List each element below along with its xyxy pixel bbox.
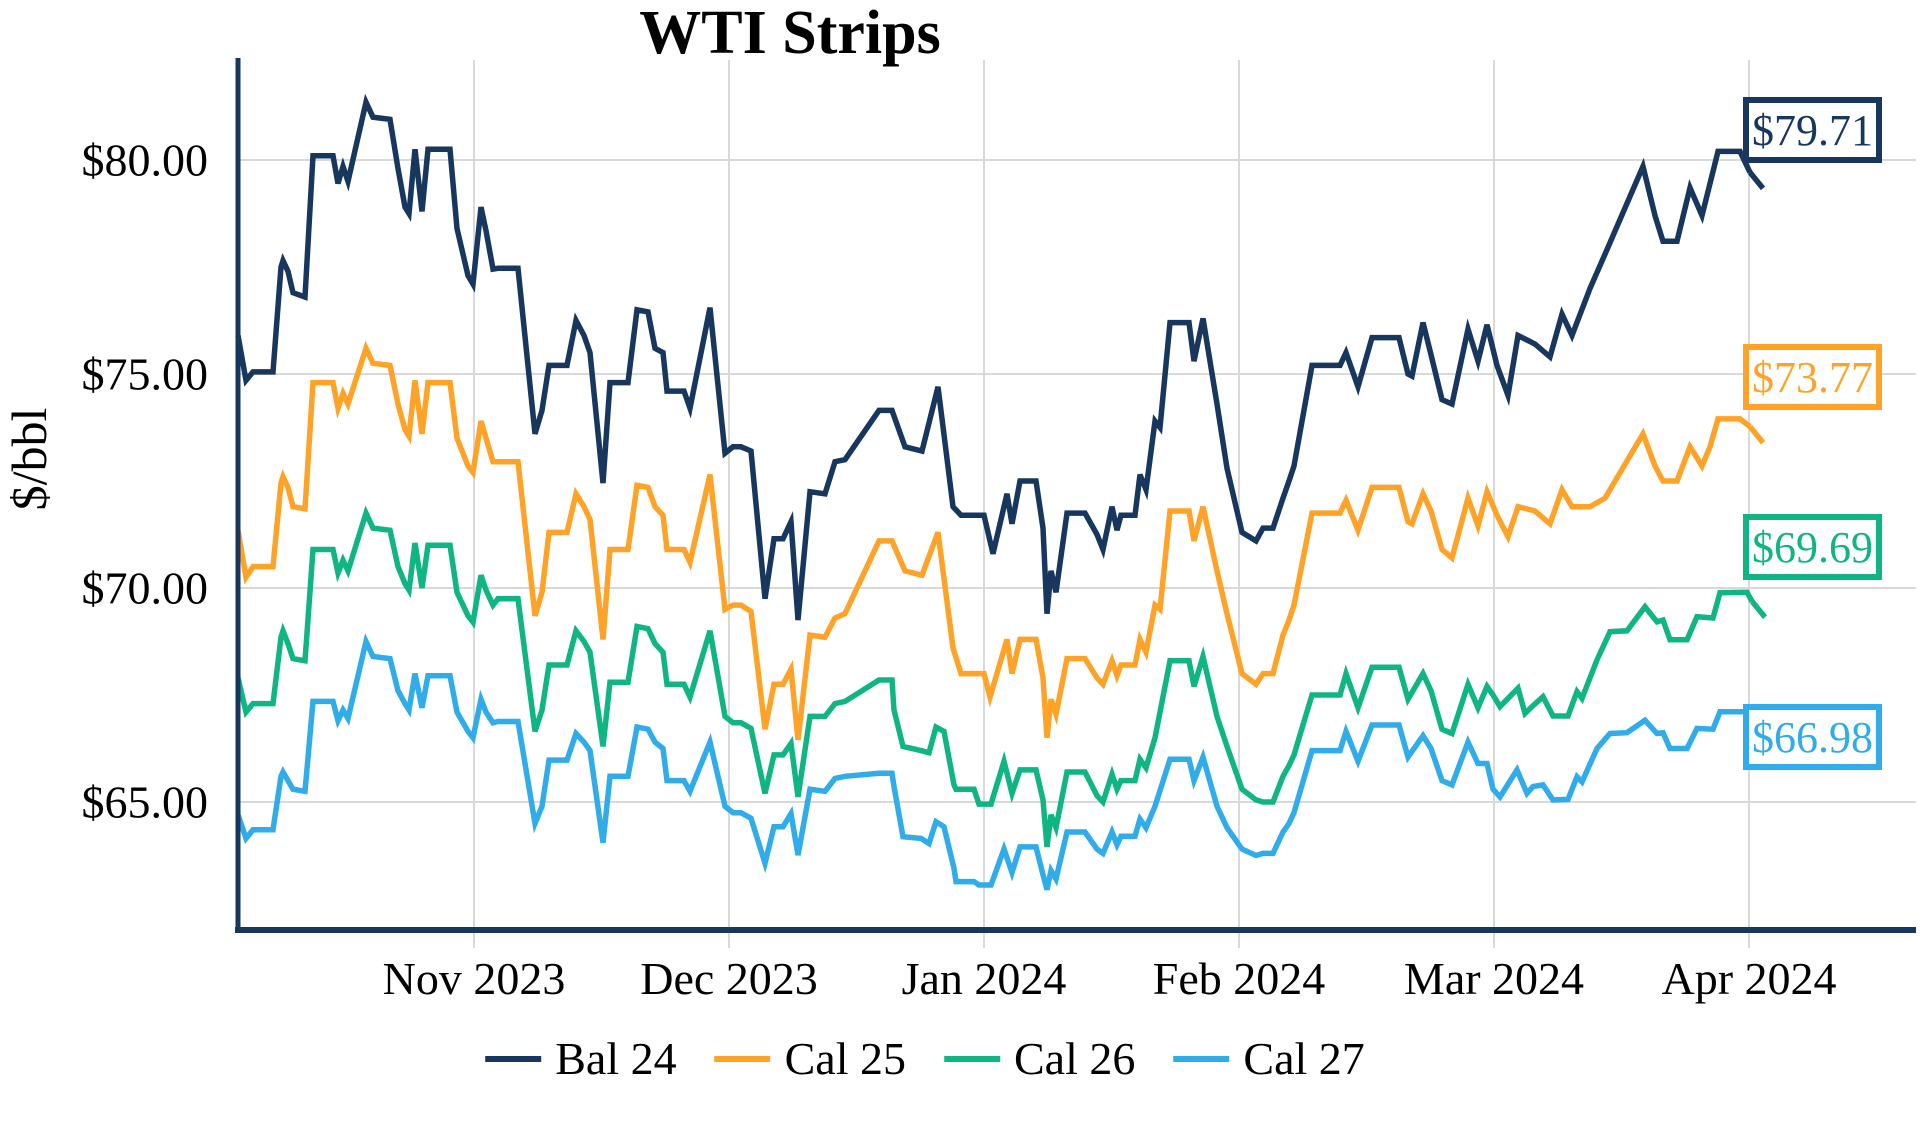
series-line-cal-27 xyxy=(235,633,1755,891)
chart-title: WTI Strips xyxy=(639,0,941,67)
end-label-leader-line xyxy=(1749,599,1768,620)
legend-item-cal-27: Cal 27 xyxy=(1173,1032,1365,1085)
series-line-cal-25 xyxy=(235,340,1752,741)
legend-line-swatch-icon xyxy=(714,1055,771,1062)
end-value-label-bal-24: $79.71 xyxy=(1743,97,1882,163)
legend-line-swatch-icon xyxy=(1173,1055,1230,1062)
series-line-bal-24 xyxy=(235,93,1753,621)
end-label-leader-line xyxy=(1747,170,1766,191)
x-tick-label: Jan 2024 xyxy=(901,953,1067,1004)
y-tick-label: $75.00 xyxy=(81,348,209,400)
legend-item-cal-25: Cal 25 xyxy=(714,1032,906,1085)
series-line-cal-26 xyxy=(235,505,1755,848)
end-label-leader-line xyxy=(1747,424,1766,445)
x-tick-label: Feb 2024 xyxy=(1152,953,1326,1004)
y-tick-label: $80.00 xyxy=(81,134,209,186)
legend-item-bal-24: Bal 24 xyxy=(485,1032,677,1085)
end-value-label-cal-26: $69.69 xyxy=(1743,514,1882,580)
x-tick-label: Nov 2023 xyxy=(382,953,566,1004)
end-value-label-cal-25: $73.77 xyxy=(1743,344,1882,410)
x-tick-label: Apr 2024 xyxy=(1661,953,1837,1004)
legend-label: Cal 27 xyxy=(1243,1033,1365,1084)
y-tick-label: $70.00 xyxy=(81,562,209,614)
legend-line-swatch-icon xyxy=(485,1055,542,1062)
x-tick-label: Dec 2023 xyxy=(640,953,818,1004)
legend-line-swatch-icon xyxy=(944,1055,1000,1062)
legend-item-cal-26: Cal 26 xyxy=(944,1032,1135,1085)
chart-legend: Bal 24 Cal 25 Cal 26 Cal 27 xyxy=(485,1032,1365,1085)
y-axis-title: $/bbl xyxy=(1,407,57,511)
legend-label: Bal 24 xyxy=(555,1033,677,1084)
x-tick-label: Mar 2024 xyxy=(1403,953,1585,1004)
legend-label: Cal 26 xyxy=(1014,1033,1136,1084)
y-tick-label: $65.00 xyxy=(81,776,209,828)
legend-label: Cal 25 xyxy=(784,1033,906,1084)
end-value-label-cal-27: $66.98 xyxy=(1743,704,1882,770)
